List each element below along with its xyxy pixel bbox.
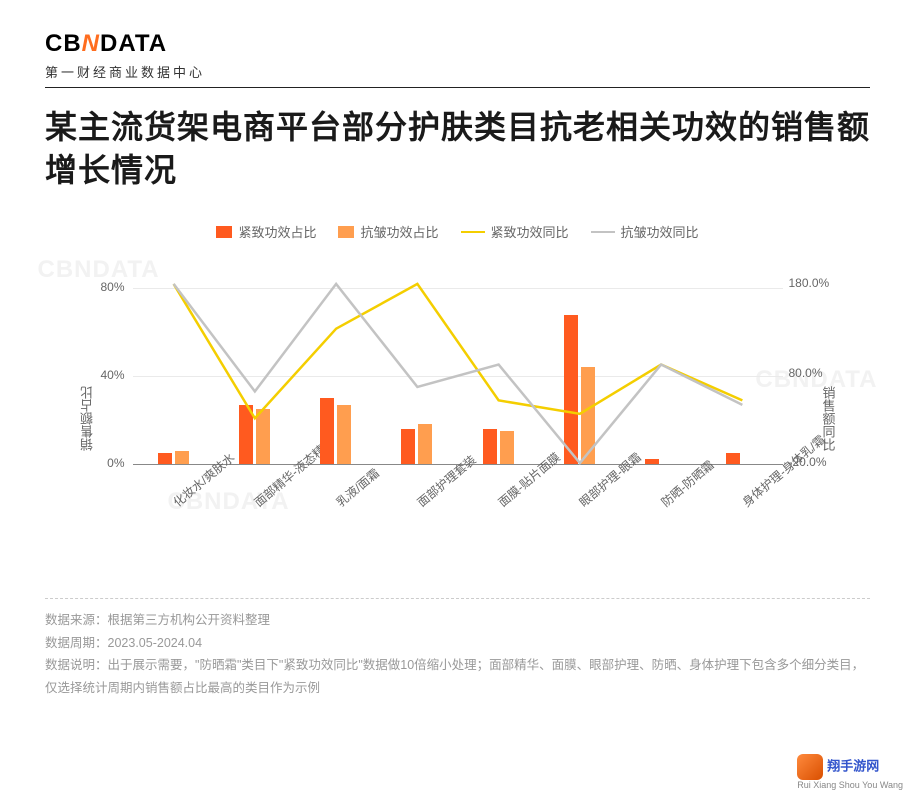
note-text: 出于展示需要，"防晒霜"类目下"紧致功效同比"数据做10倍缩小处理；面部精华、面…: [45, 658, 864, 695]
x-category-label: 化妆水/爽肤水: [169, 491, 188, 510]
bar-series2: [581, 367, 595, 464]
bar-series2: [418, 424, 432, 463]
x-category-label: 面部精华-液态精华: [251, 491, 270, 510]
brand-logo: CBNDATA 第一财经商业数据中心: [45, 30, 870, 88]
y-left-tick: 40%: [85, 368, 125, 382]
chart-legend: 紧致功效占比 抗皱功效占比 紧致功效同比 抗皱功效同比: [48, 206, 868, 241]
page-title: 某主流货架电商平台部分护肤类目抗老相关功效的销售额增长情况: [45, 106, 870, 192]
combo-chart: CBNDATA CBNDATA CBNDATA 紧致功效占比 抗皱功效占比 紧致…: [48, 206, 868, 576]
y-left-tick: 0%: [85, 456, 125, 470]
note-label: 数据说明：: [45, 658, 108, 672]
legend-line1: 紧致功效同比: [461, 222, 569, 241]
period-text: 2023.05-2024.04: [108, 636, 203, 650]
logo-part-b: N: [82, 30, 100, 57]
x-category-label: 防晒-防晒霜: [657, 491, 676, 510]
legend-line2: 抗皱功效同比: [591, 222, 699, 241]
line-series: [133, 266, 783, 481]
bar-series1: [320, 398, 334, 464]
bar-series1: [158, 453, 172, 464]
site-logo-sub: Rui Xiang Shou You Wang: [797, 780, 903, 790]
x-category-label: 身体护理-身体乳/霜: [738, 491, 757, 510]
y-right-tick: 80.0%: [789, 366, 849, 380]
x-category-label: 眼部护理-眼霜: [576, 491, 595, 510]
legend-bar1: 紧致功效占比: [216, 222, 316, 241]
line-series1: [173, 284, 742, 418]
x-category-label: 面膜-贴片面膜: [494, 491, 513, 510]
plot-area: 0%40%80%-20.0%80.0%180.0%化妆水/爽肤水面部精华-液态精…: [133, 266, 783, 481]
site-logo: 翔手游网 Rui Xiang Shou You Wang: [797, 754, 903, 790]
site-logo-name: 翔手游网: [827, 758, 879, 773]
logo-part-c: DATA: [100, 30, 167, 57]
bar-series1: [483, 429, 497, 464]
bar-series1: [564, 315, 578, 464]
site-logo-icon: [797, 754, 823, 780]
bar-series1: [726, 453, 740, 464]
source-label: 数据来源：: [45, 613, 108, 627]
logo-subtitle: 第一财经商业数据中心: [45, 62, 870, 81]
period-label: 数据周期：: [45, 636, 108, 650]
bar-series2: [337, 405, 351, 464]
x-category-label: 乳液/面霜: [332, 491, 351, 510]
y-left-tick: 80%: [85, 280, 125, 294]
bar-series1: [401, 429, 415, 464]
y-right-tick: 180.0%: [789, 276, 849, 290]
logo-part-a: CB: [45, 30, 82, 57]
legend-bar2: 抗皱功效占比: [338, 222, 438, 241]
chart-footer: 数据来源：根据第三方机构公开资料整理 数据周期：2023.05-2024.04 …: [45, 598, 870, 699]
bar-series1: [239, 405, 253, 464]
source-text: 根据第三方机构公开资料整理: [108, 613, 271, 627]
bar-series1: [645, 459, 659, 463]
y-axis-left-title: 销售额占比: [78, 386, 97, 451]
bar-series2: [500, 431, 514, 464]
bar-series2: [175, 451, 189, 464]
x-category-label: 面部护理套装: [413, 491, 432, 510]
bar-series2: [256, 409, 270, 464]
